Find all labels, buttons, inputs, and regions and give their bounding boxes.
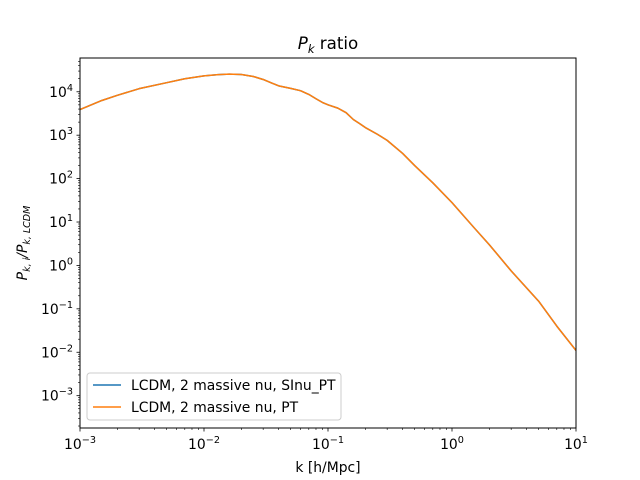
x-tick-label: 100 <box>440 435 464 453</box>
x-tick-label: 10−3 <box>64 435 96 453</box>
y-tick-label: 10−1 <box>41 300 73 318</box>
y-axis: 10−3 10−2 10−1 100 101 102 103 104 <box>41 61 80 427</box>
x-tick-label: 101 <box>564 435 588 453</box>
series-layer <box>80 73 576 352</box>
y-tick-label: 100 <box>49 256 73 274</box>
legend: LCDM, 2 massive nu, SInu_PT LCDM, 2 mass… <box>86 372 342 421</box>
y-tick-label: 104 <box>49 83 73 101</box>
x-axis-label: k [h/Mpc] <box>295 460 360 476</box>
legend-box <box>86 372 342 421</box>
chart-title: Pk ratio <box>298 33 359 56</box>
y-tick-label: 101 <box>49 213 73 231</box>
legend-label-pt: LCDM, 2 massive nu, PT <box>131 400 299 416</box>
x-axis: 10−3 10−2 10−1 100 101 <box>64 428 588 453</box>
y-axis-label: Pk, i/Pk, LCDM <box>15 206 33 281</box>
y-tick-label: 102 <box>49 170 73 188</box>
x-tick-label: 10−2 <box>188 435 220 453</box>
legend-label-sinu-pt: LCDM, 2 massive nu, SInu_PT <box>131 378 336 394</box>
y-tick-label: 10−2 <box>41 343 73 361</box>
y-tick-label: 103 <box>49 126 73 144</box>
series-line-1 <box>80 73 576 352</box>
x-tick-label: 10−1 <box>312 435 344 453</box>
plot-area <box>80 58 576 428</box>
y-tick-label: 10−3 <box>41 387 73 405</box>
